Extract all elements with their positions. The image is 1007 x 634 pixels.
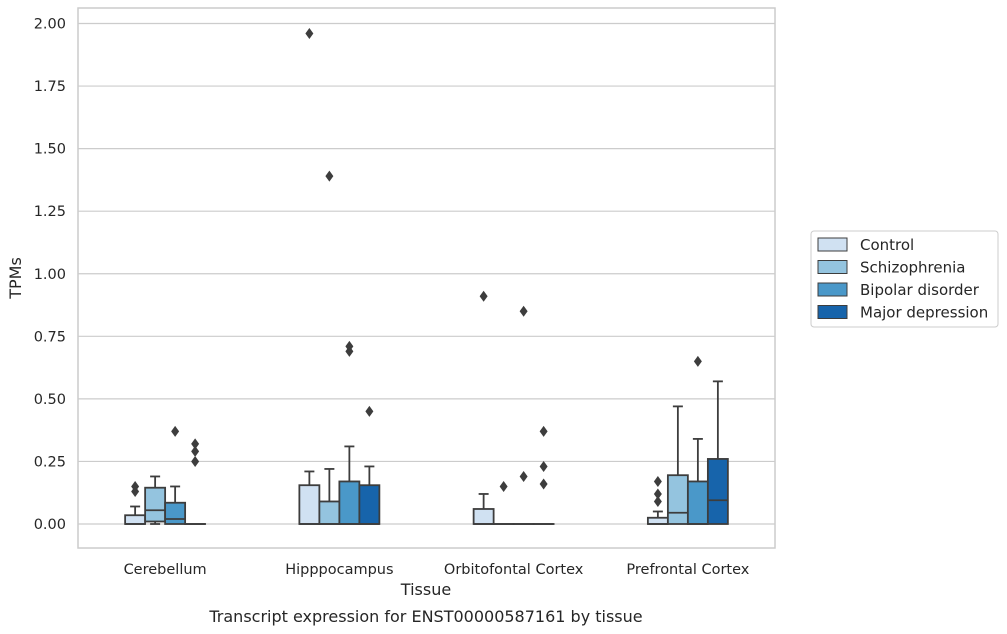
box-body [358, 484, 381, 525]
box-bipolar-disorder [512, 305, 535, 525]
box-control [646, 475, 669, 525]
box-control [124, 480, 147, 525]
outlier-point [653, 488, 662, 500]
outlier-point [653, 475, 662, 487]
outlier-point [479, 290, 488, 302]
box-bipolar-disorder [686, 355, 709, 525]
legend-label: Control [860, 236, 914, 254]
box-body [298, 484, 321, 525]
box-series [124, 28, 729, 525]
outlier-point [191, 455, 200, 467]
chart-title: Transcript expression for ENST0000058716… [208, 607, 642, 626]
box-control [472, 290, 495, 525]
legend-frame [810, 230, 999, 328]
y-tick-label: 2.00 [34, 17, 66, 33]
y-tick-label: 1.75 [34, 79, 66, 95]
legend-swatch [817, 305, 848, 319]
box-body [646, 516, 669, 525]
outlier-point [325, 170, 334, 182]
legend-swatch [817, 282, 848, 297]
box-major-depression [706, 380, 729, 525]
outlier-point [539, 460, 548, 472]
outlier-point [131, 480, 140, 492]
box-major-depression [184, 438, 207, 525]
outlier-point [191, 445, 200, 457]
outlier-point [499, 480, 508, 492]
box-major-depression [532, 425, 555, 525]
box-body [706, 458, 729, 525]
plot-area [78, 8, 775, 548]
outlier-point [693, 355, 702, 367]
box-body [472, 508, 495, 525]
outlier-point [653, 495, 662, 507]
x-tick-label: Orbitofontal Cortex [444, 562, 584, 578]
outlier-point [191, 438, 200, 450]
y-tick-label: 1.00 [34, 267, 66, 283]
legend-swatch [817, 260, 848, 274]
box-body [164, 501, 187, 525]
x-axis-title: Tissue [400, 580, 451, 599]
box-bipolar-disorder [164, 425, 187, 525]
plot-frame [77, 7, 776, 549]
y-tick-label: 0.50 [34, 392, 66, 408]
legend-label: Major depression [860, 304, 988, 322]
y-tick-label: 0.00 [34, 517, 66, 533]
box-body [338, 480, 361, 525]
outlier-point [365, 405, 374, 417]
legend-label: Schizophrenia [860, 259, 965, 277]
y-tick-labels: 0.00 0.25 0.50 0.75 1.00 1.25 1.50 1.75 2.00 [34, 17, 66, 534]
legend: Control Schizophrenia Bipolar disorder Majo… [810, 230, 999, 328]
y-axis-title: TPMs [6, 257, 25, 300]
outlier-point [519, 305, 528, 317]
x-tick-label: Hipppocampus [285, 562, 393, 578]
y-tick-label: 1.50 [34, 142, 66, 158]
box-body [666, 474, 689, 525]
y-tick-label: 1.25 [34, 204, 66, 220]
box-body [686, 480, 709, 525]
x-tick-label: Prefrontal Cortex [626, 562, 749, 578]
x-tick-label: Cerebellum [124, 562, 207, 578]
outlier-point [519, 470, 528, 482]
legend-swatch [817, 237, 848, 252]
y-tick-label: 0.75 [34, 329, 66, 345]
box-body [144, 486, 167, 523]
outlier-point [305, 28, 314, 40]
outlier-point [539, 478, 548, 490]
legend-label: Bipolar disorder [860, 281, 980, 299]
outlier-point [539, 425, 548, 437]
box-major-depression [358, 405, 381, 525]
box-body [318, 500, 341, 525]
outlier-point [171, 425, 180, 437]
outlier-point [345, 340, 354, 352]
box-body [124, 514, 147, 525]
x-tick-labels: Cerebellum Hipppocampus Orbitofontal Corte… [124, 562, 750, 578]
y-tick-label: 0.25 [34, 454, 66, 470]
